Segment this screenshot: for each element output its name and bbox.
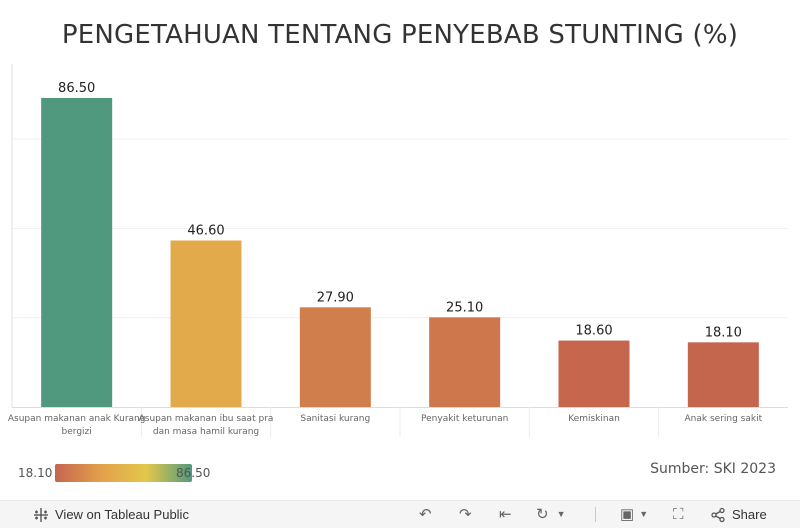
x-tick-label: dan masa hamil kurang	[153, 427, 259, 437]
bar	[41, 97, 113, 407]
chevron-down-icon: ▼	[556, 509, 566, 519]
data-label: 27.90	[317, 290, 354, 305]
redo-button[interactable]: ↷	[459, 501, 472, 528]
x-tick-label: Anak sering sakit	[685, 414, 763, 424]
x-tick-label: bergizi	[62, 427, 92, 437]
bar	[687, 342, 759, 407]
x-tick-label: Kemiskinan	[568, 414, 620, 424]
legend-max-label: 86.50	[176, 466, 211, 480]
download-button[interactable]: ▣ ▼	[620, 501, 648, 528]
data-label: 18.60	[575, 324, 612, 339]
undo-icon: ↶	[419, 506, 432, 523]
download-icon: ▣	[620, 506, 635, 523]
data-label: 86.50	[58, 81, 95, 96]
revert-button[interactable]: ⇤	[499, 501, 512, 528]
chart-title: PENGETAHUAN TENTANG PENYEBAB STUNTING (%…	[61, 20, 739, 50]
tableau-toolbar: View on Tableau Public ↶ ↷ ⇤ ↻ ▼ ▣ ▼ ⛶ S…	[0, 500, 800, 528]
fullscreen-button[interactable]: ⛶	[673, 501, 684, 528]
view-on-tableau-label: View on Tableau Public	[55, 507, 189, 522]
legend-min-label: 18.10	[18, 466, 53, 480]
bar	[299, 307, 371, 407]
x-tick-label: Sanitasi kurang	[300, 414, 370, 424]
refresh-button[interactable]: ↻ ▼	[536, 501, 566, 528]
x-tick-label: Asupan makanan ibu saat pra	[139, 414, 274, 424]
x-tick-label: Asupan makanan anak Kurang	[8, 414, 146, 424]
color-legend: 18.10 86.50	[18, 463, 218, 485]
data-label: 18.10	[705, 325, 742, 340]
fullscreen-icon: ⛶	[673, 506, 684, 523]
bar-chart: 86.50 Asupan makanan anak Kurang bergizi 46…	[8, 64, 788, 437]
toolbar-divider	[595, 507, 596, 522]
revert-icon: ⇤	[499, 506, 512, 523]
undo-button[interactable]: ↶	[419, 501, 432, 528]
share-label: Share	[732, 507, 767, 522]
tableau-logo-icon	[34, 507, 48, 522]
share-button[interactable]: Share	[710, 501, 767, 528]
data-label: 46.60	[187, 224, 224, 239]
x-tick-label: Penyakit keturunan	[421, 414, 508, 424]
legend-color-ramp	[55, 464, 192, 482]
source-label: Sumber: SKI 2023	[650, 461, 776, 477]
refresh-icon: ↻	[536, 506, 549, 523]
share-icon	[711, 507, 725, 522]
data-label: 25.10	[446, 300, 483, 315]
bar	[558, 340, 630, 407]
bar	[429, 317, 501, 407]
chevron-down-icon: ▼	[639, 509, 649, 519]
redo-icon: ↷	[459, 506, 472, 523]
bar	[170, 240, 242, 407]
view-on-tableau-link[interactable]: View on Tableau Public	[33, 501, 189, 528]
